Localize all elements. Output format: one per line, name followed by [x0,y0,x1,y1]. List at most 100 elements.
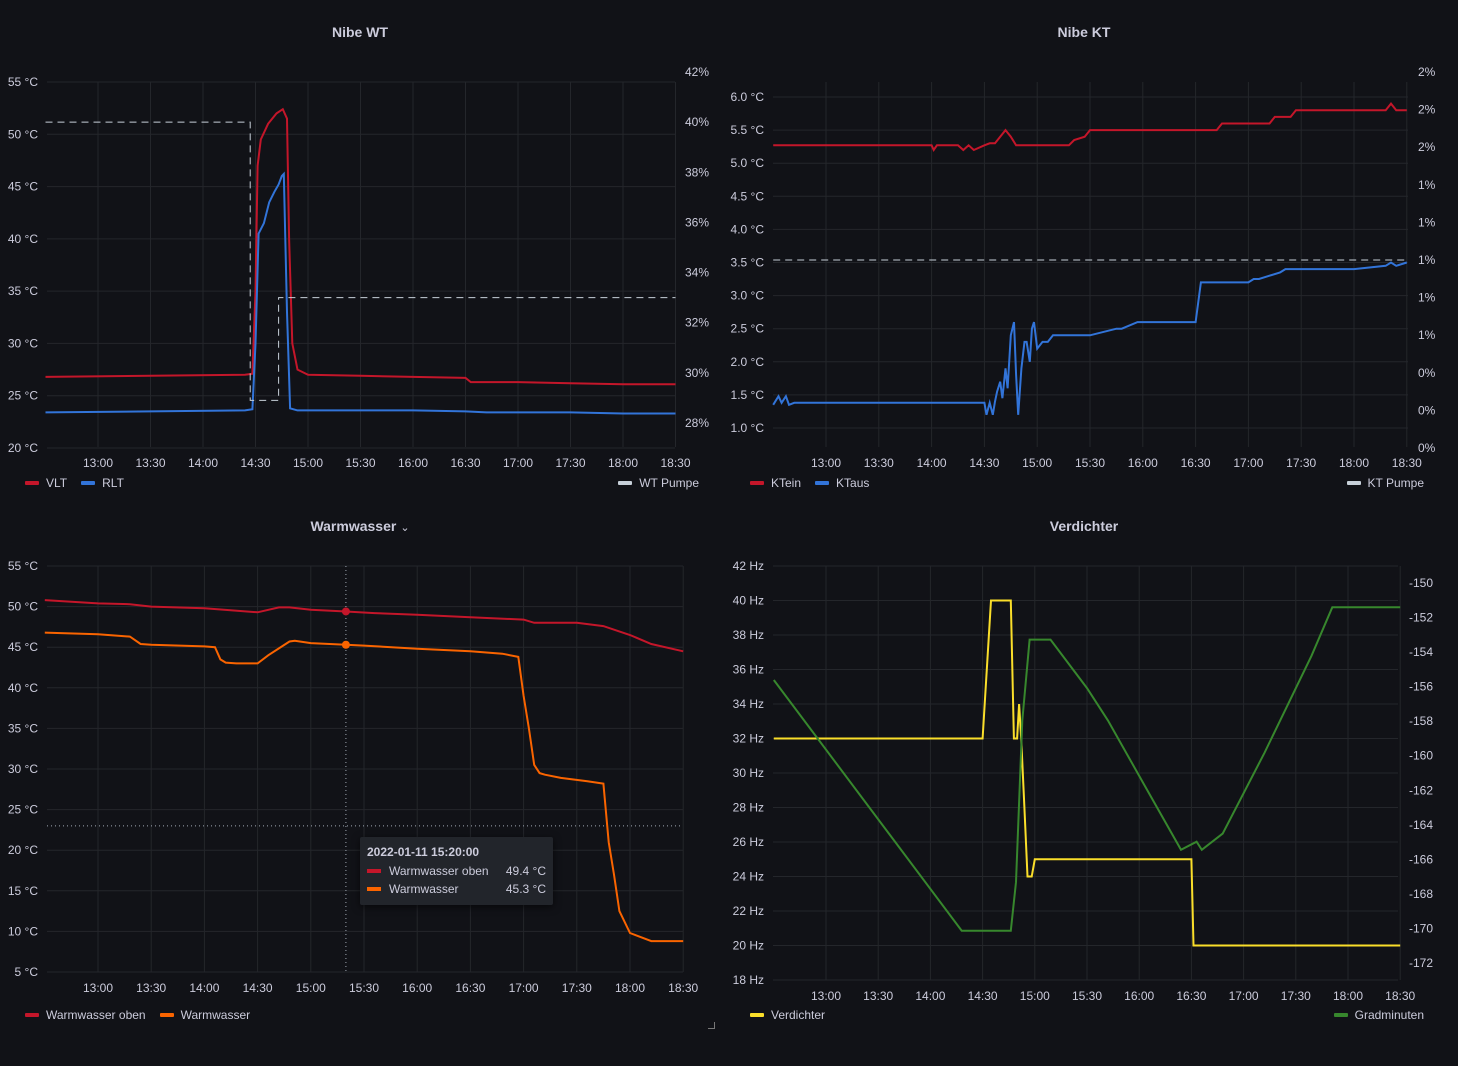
x-tick-label: 15:00 [293,456,323,470]
series-line-wt-pumpe [45,121,676,401]
legend-item[interactable]: KT Pumpe [1346,476,1424,490]
panel-title[interactable]: Nibe KT [1057,24,1111,40]
x-tick-label: 18:30 [1392,456,1422,470]
legend-item[interactable]: Gradminuten [1333,1008,1424,1022]
legend-nibe-wt-right: WT Pumpe [618,476,699,490]
x-tick-label: 14:00 [188,456,218,470]
x-tick-label: 15:00 [296,981,326,995]
y-tick-label: 26 Hz [733,835,764,849]
x-tick-label: 16:00 [398,456,428,470]
y2-tick-label: 36% [685,215,709,229]
x-tick-label: 16:30 [1181,456,1211,470]
y-tick-label: 40 °C [8,681,38,695]
y-tick-label: 50 °C [8,127,38,141]
panel-title[interactable]: Verdichter [1049,518,1119,534]
x-tick-label: 15:30 [349,981,379,995]
hover-point [341,607,350,616]
y-tick-label: 20 °C [8,843,38,857]
y2-tick-label: -156 [1409,680,1433,694]
y2-tick-label: 1% [1418,328,1436,342]
x-tick-label: 13:30 [864,456,894,470]
legend-label: Warmwasser oben [46,1008,146,1022]
legend-item[interactable]: VLT [25,476,67,490]
y-tick-label: 4.5 °C [731,189,765,203]
series-line-ktaus [772,261,1408,416]
y2-tick-label: 2% [1418,65,1436,79]
x-tick-label: 13:30 [136,981,166,995]
legend-label: Verdichter [771,1008,826,1022]
y2-tick-label: -154 [1409,645,1433,659]
x-tick-label: 18:30 [660,456,690,470]
y-tick-label: 30 °C [8,336,38,350]
y-tick-label: 1.5 °C [731,388,765,402]
chevron-down-icon[interactable]: ⌄ [400,522,410,534]
y-tick-label: 20 °C [8,441,38,455]
panel-title[interactable]: Warmwasser ⌄ [310,518,410,534]
chart-ww: 5 °C 10 °C 15 °C 20 °C 25 °C 30 °C 35 °C 40 °C 4… [8,559,699,995]
y-tick-label: 36 Hz [733,663,764,677]
y-tick-label: 34 Hz [733,697,764,711]
y-tick-label: 32 Hz [733,732,764,746]
legend-label: KTein [771,476,802,490]
legend-label: KT Pumpe [1367,476,1424,490]
legend-item[interactable]: Verdichter [750,1008,825,1022]
y2-tick-label: 28% [685,416,709,430]
chart-kt: 1.0 °C 1.5 °C 2.0 °C 2.5 °C 3.0 °C 3.5 °C 4.0 … [731,65,1436,470]
x-tick-label: 17:00 [1233,456,1263,470]
x-tick-label: 17:30 [562,981,592,995]
legend-nibe-wt: VLT RLT [25,476,124,490]
legend-nibe-kt: KTein KTaus [750,476,869,490]
x-tick-label: 17:30 [1286,456,1316,470]
legend-swatch [159,1013,174,1017]
legend-swatch [1333,1013,1348,1017]
y2-tick-label: -168 [1409,887,1433,901]
x-tick-label: 15:30 [1072,989,1102,1003]
y-tick-label: 25 °C [8,389,38,403]
tooltip-series-value: 49.4 °C [505,864,546,878]
y-tick-label: 45 °C [8,180,38,194]
legend-swatch [815,481,830,485]
y2-tick-label: -172 [1409,956,1433,970]
legend-item[interactable]: WT Pumpe [618,476,699,490]
legend-item[interactable]: KTaus [815,476,869,490]
y2-tick-label: 30% [685,366,709,380]
legend-swatch [618,481,633,485]
x-tick-label: 16:00 [1124,989,1154,1003]
legend-label: Gradminuten [1354,1008,1424,1022]
series-swatch [367,869,381,873]
y-tick-label: 35 °C [8,721,38,735]
series-line-vlt [45,107,676,386]
x-tick-label: 13:00 [811,456,841,470]
panel-verdichter: Verdichter [728,494,1440,1034]
x-tick-label: 17:00 [503,456,533,470]
y-tick-label: 3.0 °C [731,289,765,303]
x-tick-label: 17:30 [555,456,585,470]
legend-swatch [25,1013,39,1017]
legend-label: VLT [46,476,68,490]
y-tick-label: 5 °C [15,965,39,979]
y-tick-label: 55 °C [8,559,38,573]
resize-handle[interactable] [708,1022,715,1029]
x-tick-label: 17:30 [1281,989,1311,1003]
y2-tick-label: -170 [1409,921,1433,935]
y-tick-label: 30 Hz [733,766,764,780]
series-line-verdichter [773,599,1401,947]
y2-tick-label: 1% [1418,253,1436,267]
x-tick-label: 14:30 [243,981,273,995]
x-tick-label: 18:30 [1385,989,1415,1003]
x-tick-label: 15:30 [1075,456,1105,470]
legend-verdichter-right: Gradminuten [1333,1008,1424,1022]
series-swatch [367,887,381,891]
hover-tooltip: 2022-01-11 15:20:00 Warmwasser oben 49.4… [360,837,553,905]
y2-tick-label: 0% [1418,441,1436,455]
y2-tick-label: 1% [1418,291,1436,305]
y-tick-label: 18 Hz [733,973,764,987]
legend-item[interactable]: Warmwasser [159,1008,250,1022]
legend-item[interactable]: Warmwasser oben [25,1008,146,1022]
panel-title[interactable]: Nibe WT [332,24,388,40]
legend-item[interactable]: KTein [750,476,801,490]
legend-item[interactable]: RLT [81,476,124,490]
x-tick-label: 16:00 [402,981,432,995]
x-tick-label: 14:00 [189,981,219,995]
